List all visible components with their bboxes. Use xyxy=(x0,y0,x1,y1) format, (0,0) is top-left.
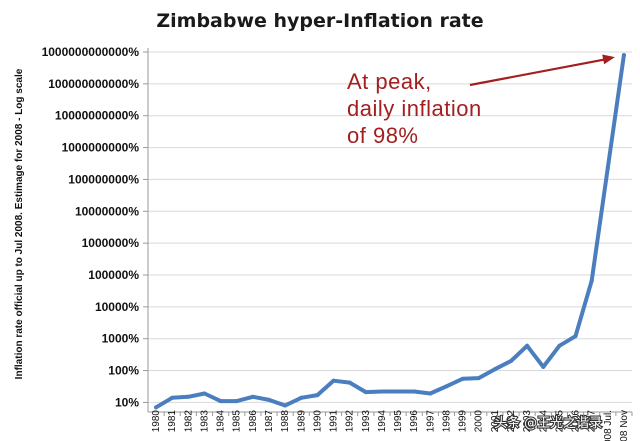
annotation-text: daily inflation xyxy=(347,96,482,121)
annotation-arrow xyxy=(469,58,608,87)
data-point xyxy=(234,399,239,404)
x-tick-label: 2004 xyxy=(538,410,549,433)
x-tick-label: 2000 xyxy=(474,410,485,433)
data-point xyxy=(363,390,368,395)
x-tick-label: 1999 xyxy=(458,410,469,433)
x-tick-label: 2008 Jul. xyxy=(603,410,614,441)
data-point xyxy=(525,343,530,348)
y-tick-labels: 10% 100% 1000% 10000% 100000% 1000000% 1000000… xyxy=(42,45,140,409)
y-axis-label: Inflation rate official up to Jul 2008. … xyxy=(14,68,25,379)
y-tick-label: 100000% xyxy=(88,268,139,282)
y-tick-label: 100000000000% xyxy=(48,77,139,91)
x-tick-label: 2006 xyxy=(571,410,582,433)
y-tick-label: 1000% xyxy=(102,332,140,346)
y-tick-label: 1000000000% xyxy=(62,141,140,155)
data-point xyxy=(621,53,626,58)
x-tick-label: 1995 xyxy=(393,410,404,433)
data-point xyxy=(299,395,304,400)
x-tick-label: 1992 xyxy=(345,410,356,433)
data-point xyxy=(557,343,562,348)
data-point xyxy=(492,367,497,372)
y-tick-label: 100000000% xyxy=(68,172,139,186)
data-point xyxy=(186,394,191,399)
data-point xyxy=(444,384,449,389)
y-tick-label: 10% xyxy=(115,395,139,409)
x-tick-label: 1986 xyxy=(248,410,259,433)
x-tick-label: 1984 xyxy=(216,410,227,433)
x-tick-label: 1991 xyxy=(329,410,340,433)
data-point xyxy=(347,380,352,385)
x-tick-label: 2005 xyxy=(554,410,565,433)
data-point xyxy=(283,403,288,408)
x-tick-label: 2008 Nov xyxy=(619,410,630,441)
data-point xyxy=(428,391,433,396)
x-tick-label: 1988 xyxy=(280,410,291,433)
x-tick-label: 2001 xyxy=(490,410,501,433)
x-tick-label: 1990 xyxy=(312,410,323,433)
y-tick-label: 10000000% xyxy=(75,204,139,218)
data-point xyxy=(396,389,401,394)
data-point xyxy=(573,334,578,339)
chart-title: Zimbabwe hyper-Inflation rate xyxy=(156,10,483,32)
x-tick-label: 1981 xyxy=(167,410,178,433)
data-point xyxy=(412,389,417,394)
data-point xyxy=(460,376,465,381)
x-tick-label: 1989 xyxy=(296,410,307,433)
data-point xyxy=(202,391,207,396)
annotation-text: of 98% xyxy=(347,123,419,148)
data-point xyxy=(154,405,159,410)
x-tick-label: 2002 xyxy=(506,410,517,433)
data-point xyxy=(331,378,336,383)
series-line xyxy=(154,53,626,410)
x-tick-label: 1993 xyxy=(361,410,372,433)
x-tick-label: 1985 xyxy=(232,410,243,433)
series-layer xyxy=(154,53,626,410)
data-point xyxy=(541,364,546,369)
data-point xyxy=(218,399,223,404)
gridlines xyxy=(143,51,632,403)
x-tick-label: 1982 xyxy=(183,410,194,433)
data-point xyxy=(250,394,255,399)
annotation-text: At peak, xyxy=(347,69,432,94)
data-point xyxy=(509,358,513,363)
data-point xyxy=(589,278,594,283)
data-point xyxy=(315,393,320,398)
watermark: 头条 @王光之谐录 xyxy=(494,415,602,431)
x-tick-label: 2003 xyxy=(522,410,533,433)
y-tick-label: 10000000000% xyxy=(55,109,139,123)
data-point xyxy=(170,395,175,400)
y-tick-label: 1000000% xyxy=(82,236,140,250)
x-tick-label: 1987 xyxy=(264,410,275,433)
x-tick-label: 1998 xyxy=(441,410,452,433)
x-tick-label: 1996 xyxy=(409,410,420,433)
data-point xyxy=(476,376,481,381)
y-tick-label: 1000000000000% xyxy=(42,45,140,59)
data-point xyxy=(267,397,271,402)
data-point xyxy=(605,165,610,170)
y-tick-label: 100% xyxy=(108,364,139,378)
x-tick-label: 1983 xyxy=(199,410,210,433)
x-tick-labels: 1980 1981 1982 1983 1984 1985 1986 1987 1988 1989… xyxy=(151,410,633,441)
x-tick-label: 1980 xyxy=(151,410,162,433)
x-tick-label: 1994 xyxy=(377,410,388,433)
x-tick-label: 1997 xyxy=(425,410,436,433)
x-tick-label: 2007 xyxy=(587,410,598,433)
data-point xyxy=(379,389,384,394)
arrowhead xyxy=(602,54,615,65)
y-tick-label: 10000% xyxy=(95,300,139,314)
